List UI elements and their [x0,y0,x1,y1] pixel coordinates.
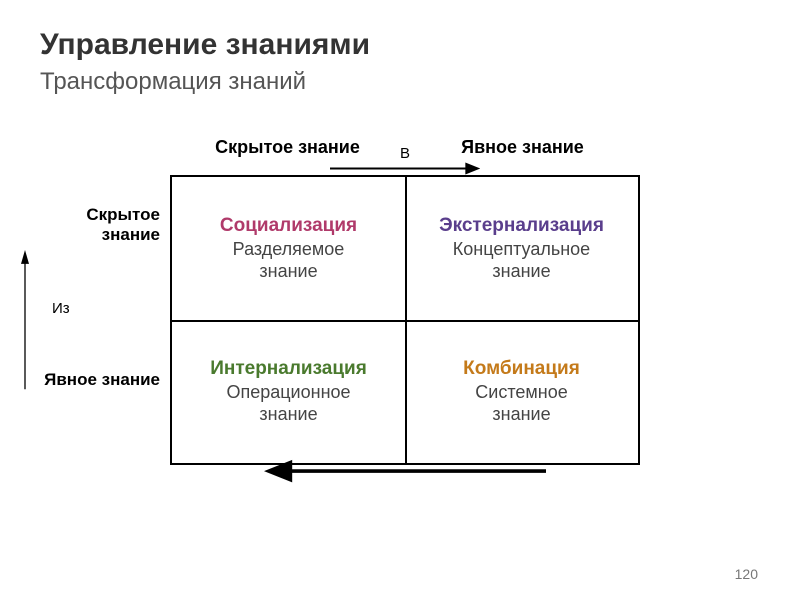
page-title: Управление знаниями [40,28,760,62]
cell-externalization-sub2: знание [492,261,550,282]
cell-internalization-title: Интернализация [210,358,367,380]
row-header-hidden-text: Скрытое знание [86,205,160,244]
label-to: В [400,145,410,162]
cell-externalization: Экстернализация Концептуальное знание [405,177,638,320]
cell-combination-sub1: Системное [475,382,567,403]
label-from: Из [52,300,70,317]
col-header-explicit: Явное знание [405,137,640,158]
cell-socialization-sub2: знание [259,261,317,282]
arrow-left-icon [20,250,30,389]
arrow-top-icon [330,161,480,176]
seci-matrix: Скрытое знание Явное знание В Скрытое зн… [170,175,640,465]
slide: Управление знаниями Трансформация знаний… [0,0,800,600]
cell-internalization-sub2: знание [259,404,317,425]
cell-combination-title: Комбинация [463,358,580,380]
cell-combination-sub2: знание [492,404,550,425]
cell-internalization-sub1: Операционное [226,382,350,403]
row-header-explicit-text: Явное знание [44,370,160,389]
row-header-explicit: Явное знание [30,370,160,390]
page-subtitle: Трансформация знаний [40,68,760,96]
matrix-frame: Социализация Разделяемое знание Экстерна… [170,175,640,465]
cell-combination: Комбинация Системное знание [405,320,638,463]
page-number: 120 [735,566,758,582]
cell-socialization-title: Социализация [220,215,357,237]
cell-socialization-sub1: Разделяемое [233,239,345,260]
row-header-hidden: Скрытое знание [30,205,160,244]
cell-socialization: Социализация Разделяемое знание [172,177,405,320]
col-header-hidden: Скрытое знание [170,137,405,158]
cell-externalization-title: Экстернализация [439,215,604,237]
cell-internalization: Интернализация Операционное знание [172,320,405,463]
cell-externalization-sub1: Концептуальное [453,239,590,260]
